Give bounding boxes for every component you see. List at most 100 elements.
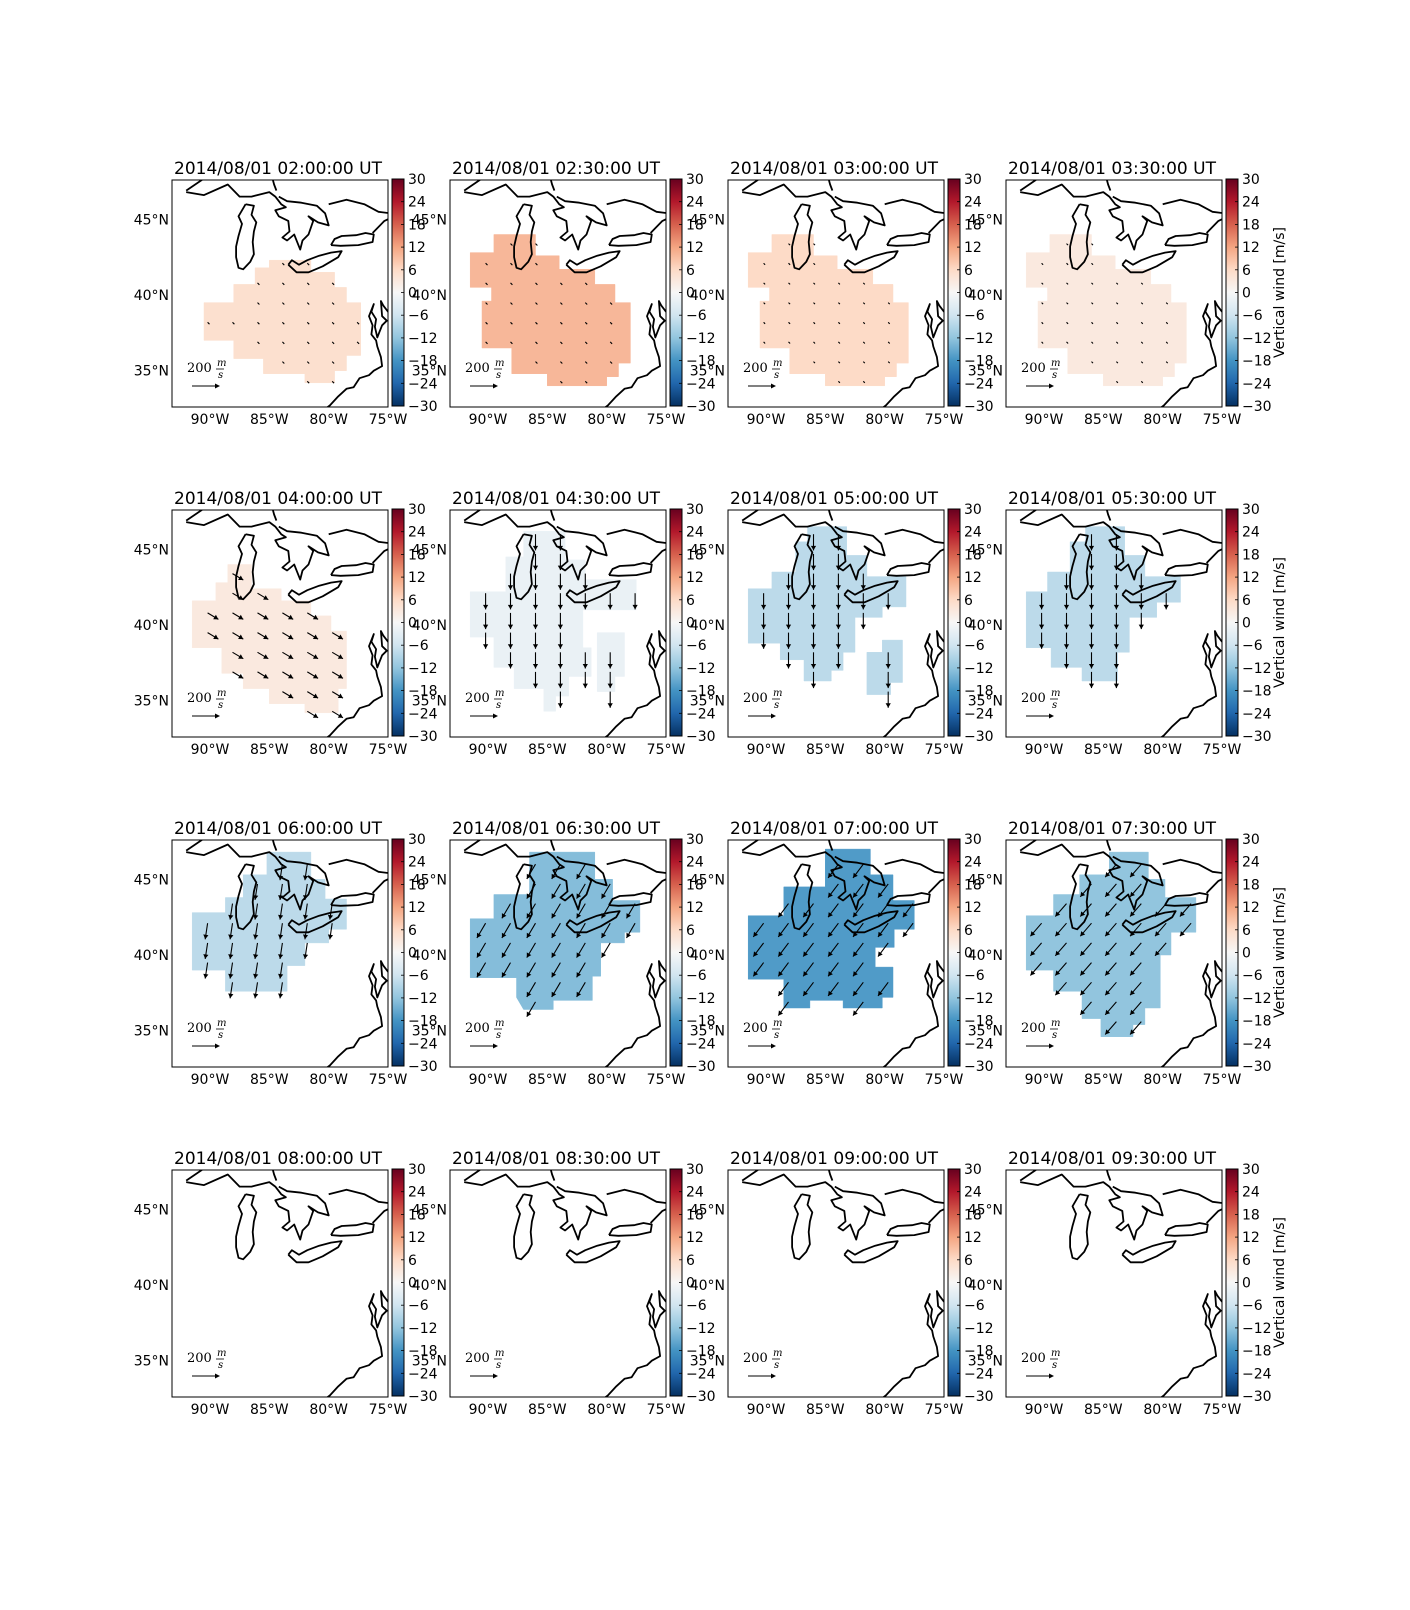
wind-vector-arrow: [1129, 903, 1142, 917]
colorbar-tick-label: −12: [1242, 661, 1272, 677]
panel-title: 2014/08/01 05:00:00 UT: [730, 489, 939, 509]
colorbar-tick-label: −30: [964, 399, 994, 415]
quiver-key: 200 ms: [465, 1348, 504, 1379]
coastline: [742, 1173, 886, 1241]
colorbar-label: Vertical wind [m/s]: [1272, 227, 1288, 358]
wind-vector-arrow: [761, 632, 767, 649]
wind-vector-arrow: [810, 652, 817, 669]
colorbar-tick-label: 6: [686, 923, 695, 939]
wind-vector-arrow: [557, 632, 563, 649]
coastline: [1020, 183, 1164, 251]
wind-vector-arrow: [306, 321, 310, 325]
wind-vector-arrow: [1088, 593, 1095, 610]
colorbar-tick-label: −18: [686, 1014, 716, 1030]
latitude-tick-label: 40°N: [134, 948, 169, 964]
colorbar-tick-label: 0: [686, 616, 695, 632]
wind-vector-arrow: [777, 962, 789, 977]
longitude-tick-label: 85°W: [1084, 1402, 1123, 1418]
coastline: [513, 533, 536, 601]
colorbar-tick-label: 12: [1242, 1230, 1260, 1246]
latitude-tick-label: 45°N: [412, 1202, 447, 1218]
colorbar-tick-label: 24: [1242, 195, 1260, 211]
colorbar-tick-label: 18: [408, 547, 426, 563]
wind-vector-arrow: [356, 321, 360, 325]
colorbar-tick-label: −24: [686, 376, 716, 392]
wind-vector-arrow: [1066, 321, 1069, 325]
colorbar-tick-label: −6: [1242, 1298, 1263, 1314]
wind-vector-arrow: [584, 302, 588, 305]
longitude-tick-label: 75°W: [1203, 412, 1242, 428]
axes-frame: [449, 839, 667, 1068]
wind-vector-arrow: [476, 922, 487, 939]
wind-vector-arrow: [582, 593, 588, 610]
coastline: [185, 510, 278, 522]
map-panel: 2014/08/01 07:00:00 UT 90°W 85°W 80°W 75°W 45…: [690, 819, 994, 1088]
colorbar-tick-label: 6: [1242, 593, 1251, 609]
colorbar-tick-label: −30: [1242, 1389, 1272, 1405]
quiver-key-unit-num: m: [1051, 1018, 1060, 1029]
colorbar-tick-label: −24: [964, 1036, 994, 1052]
wind-vector-arrow: [1079, 1001, 1092, 1016]
wind-vector-arrow: [852, 903, 864, 918]
coastline: [886, 892, 931, 907]
coastline: [649, 1208, 666, 1224]
wind-vector-arrow: [1116, 282, 1119, 285]
wind-vector-arrow: [282, 691, 294, 699]
colorbar-tick-label: 18: [1242, 217, 1260, 233]
longitude-tick-label: 90°W: [1025, 412, 1064, 428]
coastline: [649, 548, 666, 564]
wind-vector-arrow: [1129, 1021, 1142, 1035]
panel-title: 2014/08/01 06:00:00 UT: [174, 819, 383, 839]
quiver-key-unit-num: m: [1051, 1348, 1060, 1359]
colorbar-tick-label: 18: [1242, 547, 1260, 563]
wind-vector-arrow: [1113, 612, 1119, 630]
wind-vector-arrow: [802, 981, 814, 997]
wind-vector-arrow: [257, 282, 260, 286]
colorbar-tick-label: 0: [686, 286, 695, 302]
axes-frame: [727, 509, 945, 738]
panel-title: 2014/08/01 07:00:00 UT: [730, 819, 939, 839]
latitude-tick-label: 45°N: [412, 212, 447, 228]
wind-vector-arrow: [282, 262, 285, 266]
longitude-tick-label: 80°W: [309, 412, 348, 428]
map-panel: 2014/08/01 07:30:00 UT 90°W 85°W 80°W 75°W 45…: [968, 819, 1288, 1088]
wind-vector-arrow: [483, 593, 489, 610]
colorbar-tick-label: 30: [1242, 172, 1260, 188]
coastline: [287, 1240, 343, 1264]
colorbar-tick-label: −6: [408, 968, 429, 984]
wind-vector-arrow: [609, 341, 613, 345]
latitude-tick-label: 35°N: [690, 1354, 725, 1370]
colorbar-tick-label: −18: [1242, 1014, 1272, 1030]
colorbar-tick-label: 0: [964, 286, 973, 302]
wind-vector-arrow: [785, 612, 792, 630]
quiver-key-value: 200: [465, 361, 490, 376]
coastline: [608, 232, 653, 247]
colorbar-tick-label: −6: [686, 638, 707, 654]
wind-vector-arrow: [582, 573, 588, 590]
wind-vector-arrow: [1129, 883, 1142, 898]
vertical-wind-region: [747, 526, 907, 682]
wind-vector-arrow: [257, 341, 260, 345]
wind-vector-arrow: [788, 243, 791, 246]
wind-vector-arrow: [1129, 863, 1142, 878]
wind-vector-arrow: [560, 361, 563, 364]
quiver-key-unit-num: m: [773, 1018, 782, 1029]
colorbar-tick-label: 30: [1242, 502, 1260, 518]
wind-vector-arrow: [576, 922, 586, 939]
coastline: [1020, 843, 1164, 911]
colorbar-tick-label: 12: [686, 1230, 704, 1246]
coastline: [185, 840, 278, 852]
colorbar-tick-label: −18: [1242, 684, 1272, 700]
coastline: [463, 180, 556, 192]
wind-vector-arrow: [228, 982, 234, 999]
coastline: [1069, 1193, 1092, 1261]
coastline: [464, 843, 608, 911]
coastline: [608, 562, 653, 577]
colorbar-tick-label: −18: [408, 1344, 438, 1360]
wind-vector-arrow: [752, 962, 765, 977]
wind-vector-arrow: [607, 691, 613, 708]
colorbar-tick-label: −24: [686, 1366, 716, 1382]
wind-vector-arrow: [802, 903, 814, 918]
wind-vector-arrow: [1140, 380, 1144, 384]
quiver-key-value: 200: [743, 691, 768, 706]
